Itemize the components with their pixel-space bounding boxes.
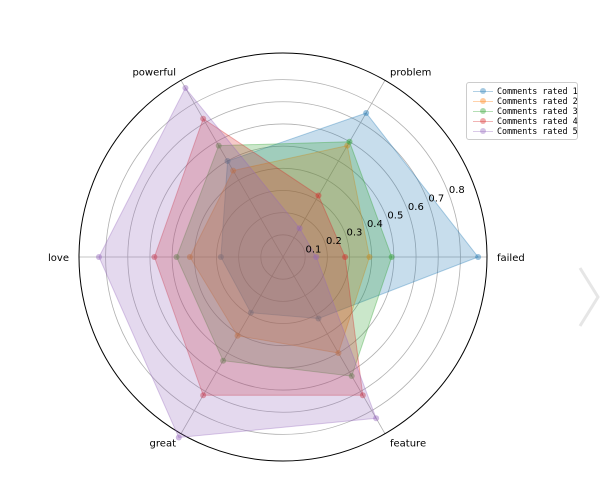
radial-tick-label: 0.5	[387, 211, 403, 222]
series-point	[247, 309, 254, 316]
series-point	[173, 254, 180, 260]
legend-entry: Comments rated 5	[471, 126, 578, 136]
series-point	[315, 192, 322, 199]
legend-swatch	[471, 96, 495, 106]
series-area	[220, 113, 479, 319]
series-point	[296, 225, 303, 232]
series-line	[98, 87, 377, 439]
series-point	[175, 434, 182, 441]
series-line	[176, 141, 393, 377]
legend-entry: Comments rated 3	[471, 106, 578, 116]
series-point	[335, 350, 342, 357]
polar-frame	[78, 52, 488, 462]
series-point	[475, 254, 482, 260]
legend-label: Comments rated 3	[497, 106, 578, 116]
series-line	[153, 117, 364, 396]
series-point	[186, 254, 193, 260]
legend-swatch	[471, 106, 495, 116]
series-point	[348, 373, 355, 380]
radial-tick-label: 0.7	[428, 194, 444, 205]
radial-tick-label: 0.3	[346, 228, 362, 239]
series-area	[99, 88, 377, 438]
category-label: love	[48, 253, 69, 264]
series-point	[200, 115, 207, 122]
series-point	[313, 254, 320, 260]
radar-grid	[78, 52, 488, 462]
radar-series	[95, 85, 482, 441]
series-point	[346, 138, 353, 145]
legend-swatch	[471, 126, 495, 136]
series-line	[220, 112, 479, 320]
legend-swatch	[471, 86, 495, 96]
category-label: failed	[497, 253, 525, 264]
series-point	[200, 392, 207, 399]
series-point	[388, 254, 395, 260]
series-point	[230, 167, 237, 174]
series-point	[373, 415, 380, 422]
radial-tick-label: 0.6	[408, 202, 424, 213]
category-label: feature	[390, 438, 426, 449]
series-point	[95, 254, 102, 260]
radial-tick-label: 0.1	[305, 245, 321, 256]
chevron-right-icon[interactable]	[576, 262, 602, 332]
series-point	[359, 392, 366, 399]
series-point	[215, 142, 222, 149]
series-point	[151, 254, 158, 260]
grid-spoke	[180, 256, 284, 434]
category-label: powerful	[132, 68, 176, 79]
category-label: great	[150, 438, 177, 449]
legend-entry: Comments rated 2	[471, 96, 578, 106]
series-point	[220, 357, 227, 364]
series-point	[344, 142, 351, 149]
legend-entry: Comments rated 4	[471, 116, 578, 126]
legend-label: Comments rated 5	[497, 126, 578, 136]
series-line	[189, 145, 371, 354]
series-point	[366, 254, 373, 260]
series-point	[342, 254, 349, 260]
series-point	[182, 85, 189, 92]
category-label: problem	[390, 68, 431, 79]
series-area	[154, 118, 363, 396]
series-point	[224, 157, 231, 164]
radial-tick-label: 0.2	[326, 236, 342, 247]
series-area	[176, 141, 392, 377]
series-point	[315, 315, 322, 322]
grid-spoke	[282, 80, 386, 258]
grid-spoke	[282, 256, 386, 434]
legend-entry: Comments rated 1	[471, 86, 578, 96]
series-point	[363, 109, 370, 116]
legend-label: Comments rated 1	[497, 86, 578, 96]
grid-spoke	[180, 80, 284, 258]
legend-swatch	[471, 116, 495, 126]
series-area	[189, 145, 370, 353]
series-point	[217, 254, 224, 260]
series-point	[234, 332, 241, 339]
radial-tick-label: 0.8	[449, 185, 465, 196]
radial-tick-label: 0.4	[367, 219, 383, 230]
legend-label: Comments rated 2	[497, 96, 578, 106]
legend-label: Comments rated 4	[497, 116, 578, 126]
chart-legend: Comments rated 1 Comments rated 2 Comments…	[466, 82, 578, 140]
radar-labels: 0.1 0.2 0.3 0.4 0.5 0.6 0.7 0.8 failed problem pow…	[48, 68, 525, 450]
